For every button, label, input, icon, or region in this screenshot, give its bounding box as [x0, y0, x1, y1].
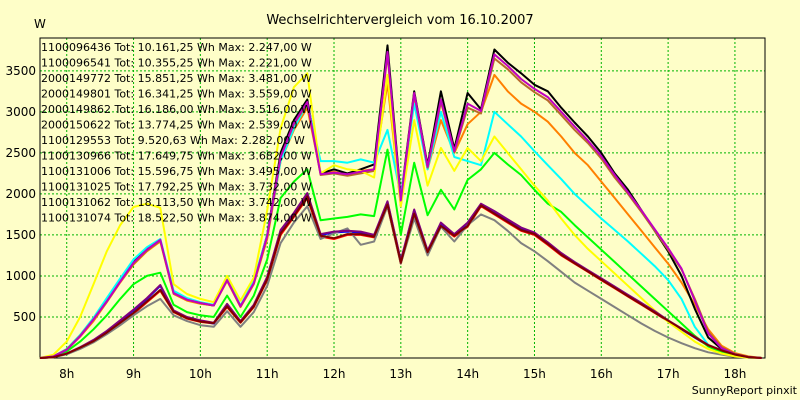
series-line-5: [39, 148, 762, 359]
legend-entry-1: 1100096541 Tot: 10.355,25 Wh Max: 2.221,…: [41, 57, 312, 70]
y-tick-label: 3500: [5, 64, 36, 78]
legend: 1100096436 Tot: 10.161,25 Wh Max: 2.247,…: [41, 41, 312, 225]
legend-entry-3: 2000149801 Tot: 16.341,25 Wh Max: 3.559,…: [41, 88, 312, 101]
y-tick-label: 1000: [5, 269, 36, 283]
x-tick-label: 11h: [256, 367, 279, 381]
series-lines: [39, 44, 762, 359]
axis-tick-labels: 500 1000 1500 2000 2500 3000 3500 8h 9h 10h 11h 12h…: [5, 64, 746, 381]
y-tick-label: 3000: [5, 105, 36, 119]
y-axis-unit-label: W: [34, 17, 46, 31]
legend-entry-6: 1100129553 Tot: 9.520,63 Wh Max: 2.282,0…: [41, 134, 305, 147]
legend-entry-4: 2000149862 Tot: 16.186,00 Wh Max: 3.516,…: [41, 103, 312, 116]
legend-entry-10: 1100131062 Tot: 18.113,50 Wh Max: 3.742,…: [41, 196, 312, 209]
x-tick-label: 10h: [189, 367, 212, 381]
y-tick-label: 500: [13, 310, 36, 324]
x-tick-label: 9h: [126, 367, 141, 381]
series-line-8: [39, 72, 762, 359]
x-tick-label: 18h: [723, 367, 746, 381]
legend-entry-9: 1100131025 Tot: 17.792,25 Wh Max: 3.732,…: [41, 181, 312, 194]
x-tick-label: 14h: [456, 367, 479, 381]
x-tick-label: 13h: [389, 367, 412, 381]
chart-title: Wechselrichtervergleich vom 16.10.2007: [266, 13, 533, 28]
y-tick-label: 2500: [5, 146, 36, 160]
x-tick-label: 15h: [523, 367, 546, 381]
legend-entry-8: 1100131006 Tot: 15.596,75 Wh Max: 3.495,…: [41, 165, 312, 178]
x-tick-label: 12h: [323, 367, 346, 381]
plot-area-frame: [39, 37, 766, 359]
legend-entry-5: 2000150622 Tot: 13.774,25 Wh Max: 2.539,…: [41, 119, 312, 132]
y-tick-label: 2000: [5, 187, 36, 201]
series-line-9: [39, 50, 762, 359]
x-tick-label: 17h: [657, 367, 680, 381]
legend-entry-7: 1100130966 Tot: 17.649,75 Wh Max: 3.682,…: [41, 150, 312, 163]
legend-entry-2: 2000149772 Tot: 15.851,25 Wh Max: 3.481,…: [41, 72, 312, 85]
y-tick-label: 1500: [5, 228, 36, 242]
legend-entry-11: 1100131074 Tot: 18.522,50 Wh Max: 3.874,…: [41, 212, 312, 225]
series-line-11: [39, 195, 762, 359]
legend-entry-0: 1100096436 Tot: 10.161,25 Wh Max: 2.247,…: [41, 41, 312, 54]
x-tick-label: 16h: [590, 367, 613, 381]
x-tick-label: 8h: [59, 367, 74, 381]
footer-credit: SunnyReport pinxit: [692, 384, 798, 397]
